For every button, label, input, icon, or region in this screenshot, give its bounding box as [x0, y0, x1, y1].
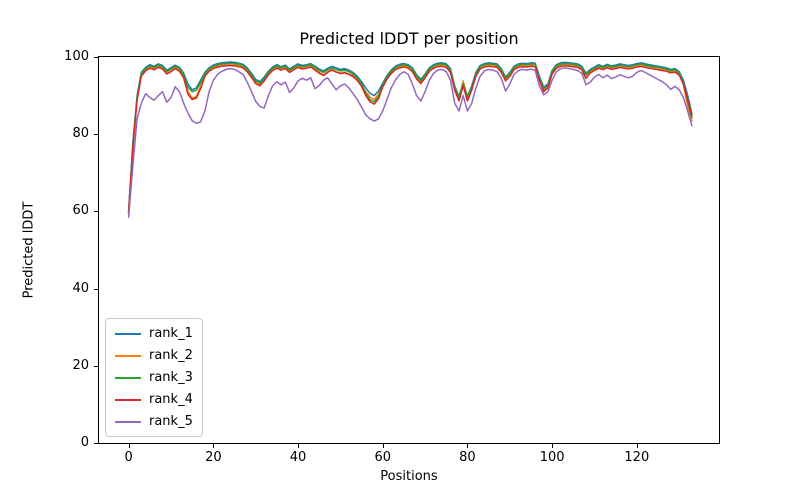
- y-tick-mark: [94, 443, 98, 444]
- x-tick-label: 0: [124, 450, 133, 465]
- legend-label: rank_2: [149, 348, 193, 363]
- y-tick-label: 40: [72, 280, 89, 296]
- x-tick-mark: [382, 444, 384, 448]
- legend-line-icon: [115, 354, 141, 357]
- line-chart-svg: [127, 61, 693, 218]
- legend-entry-rank_2: rank_2: [115, 348, 193, 363]
- y-tick-mark: [94, 288, 98, 290]
- legend-label: rank_1: [149, 326, 193, 341]
- y-tick-mark: [94, 134, 98, 136]
- y-tick-mark: [94, 211, 98, 213]
- legend-entry-rank_1: rank_1: [115, 326, 193, 341]
- legend-line-icon: [115, 420, 141, 423]
- legend-line-icon: [115, 398, 141, 401]
- x-tick-mark: [467, 444, 469, 448]
- legend-entry-rank_5: rank_5: [115, 414, 193, 429]
- x-tick-label: 100: [539, 450, 565, 465]
- legend-label: rank_5: [149, 414, 193, 429]
- x-tick-mark: [128, 444, 130, 448]
- y-tick-label: 80: [72, 126, 89, 142]
- x-axis-ticks: 0 20 40 60 80 100 120: [98, 444, 720, 480]
- legend-entry-rank_3: rank_3: [115, 370, 193, 385]
- y-tick-mark: [94, 57, 98, 58]
- x-tick-label: 20: [205, 450, 222, 465]
- x-tick-label: 60: [374, 450, 391, 465]
- y-tick-label: 0: [80, 435, 89, 450]
- y-tick-mark: [94, 365, 98, 367]
- legend-line-icon: [115, 376, 141, 379]
- x-tick-label: 40: [289, 450, 307, 465]
- y-tick-label: 100: [64, 49, 89, 64]
- x-axis-label: Positions: [380, 469, 438, 484]
- x-tick-mark: [636, 444, 638, 448]
- legend-entry-rank_4: rank_4: [115, 392, 193, 407]
- y-axis-ticks: 0 20 40 60 80 100: [0, 49, 98, 450]
- legend-label: rank_4: [149, 392, 193, 407]
- y-tick-label: 20: [72, 357, 89, 373]
- x-tick-label: 80: [459, 450, 476, 465]
- legend-line-icon: [115, 332, 141, 335]
- chart-title: Predicted lDDT per position: [299, 29, 519, 48]
- series-line-rank_5: [127, 67, 693, 218]
- plot-area: rank_1 rank_2 rank_3 rank_4 rank_5: [98, 56, 720, 444]
- x-tick-mark: [552, 444, 554, 448]
- x-tick-label: 120: [624, 450, 650, 465]
- legend: rank_1 rank_2 rank_3 rank_4 rank_5: [105, 318, 203, 437]
- series-line-rank_4: [127, 64, 693, 215]
- series-line-rank_2: [127, 63, 693, 212]
- legend-label: rank_3: [149, 370, 193, 385]
- x-tick-mark: [298, 444, 300, 448]
- y-tick-label: 60: [72, 203, 89, 219]
- series-line-rank_1: [127, 61, 693, 213]
- series-line-rank_3: [127, 62, 693, 213]
- x-tick-mark: [213, 444, 215, 448]
